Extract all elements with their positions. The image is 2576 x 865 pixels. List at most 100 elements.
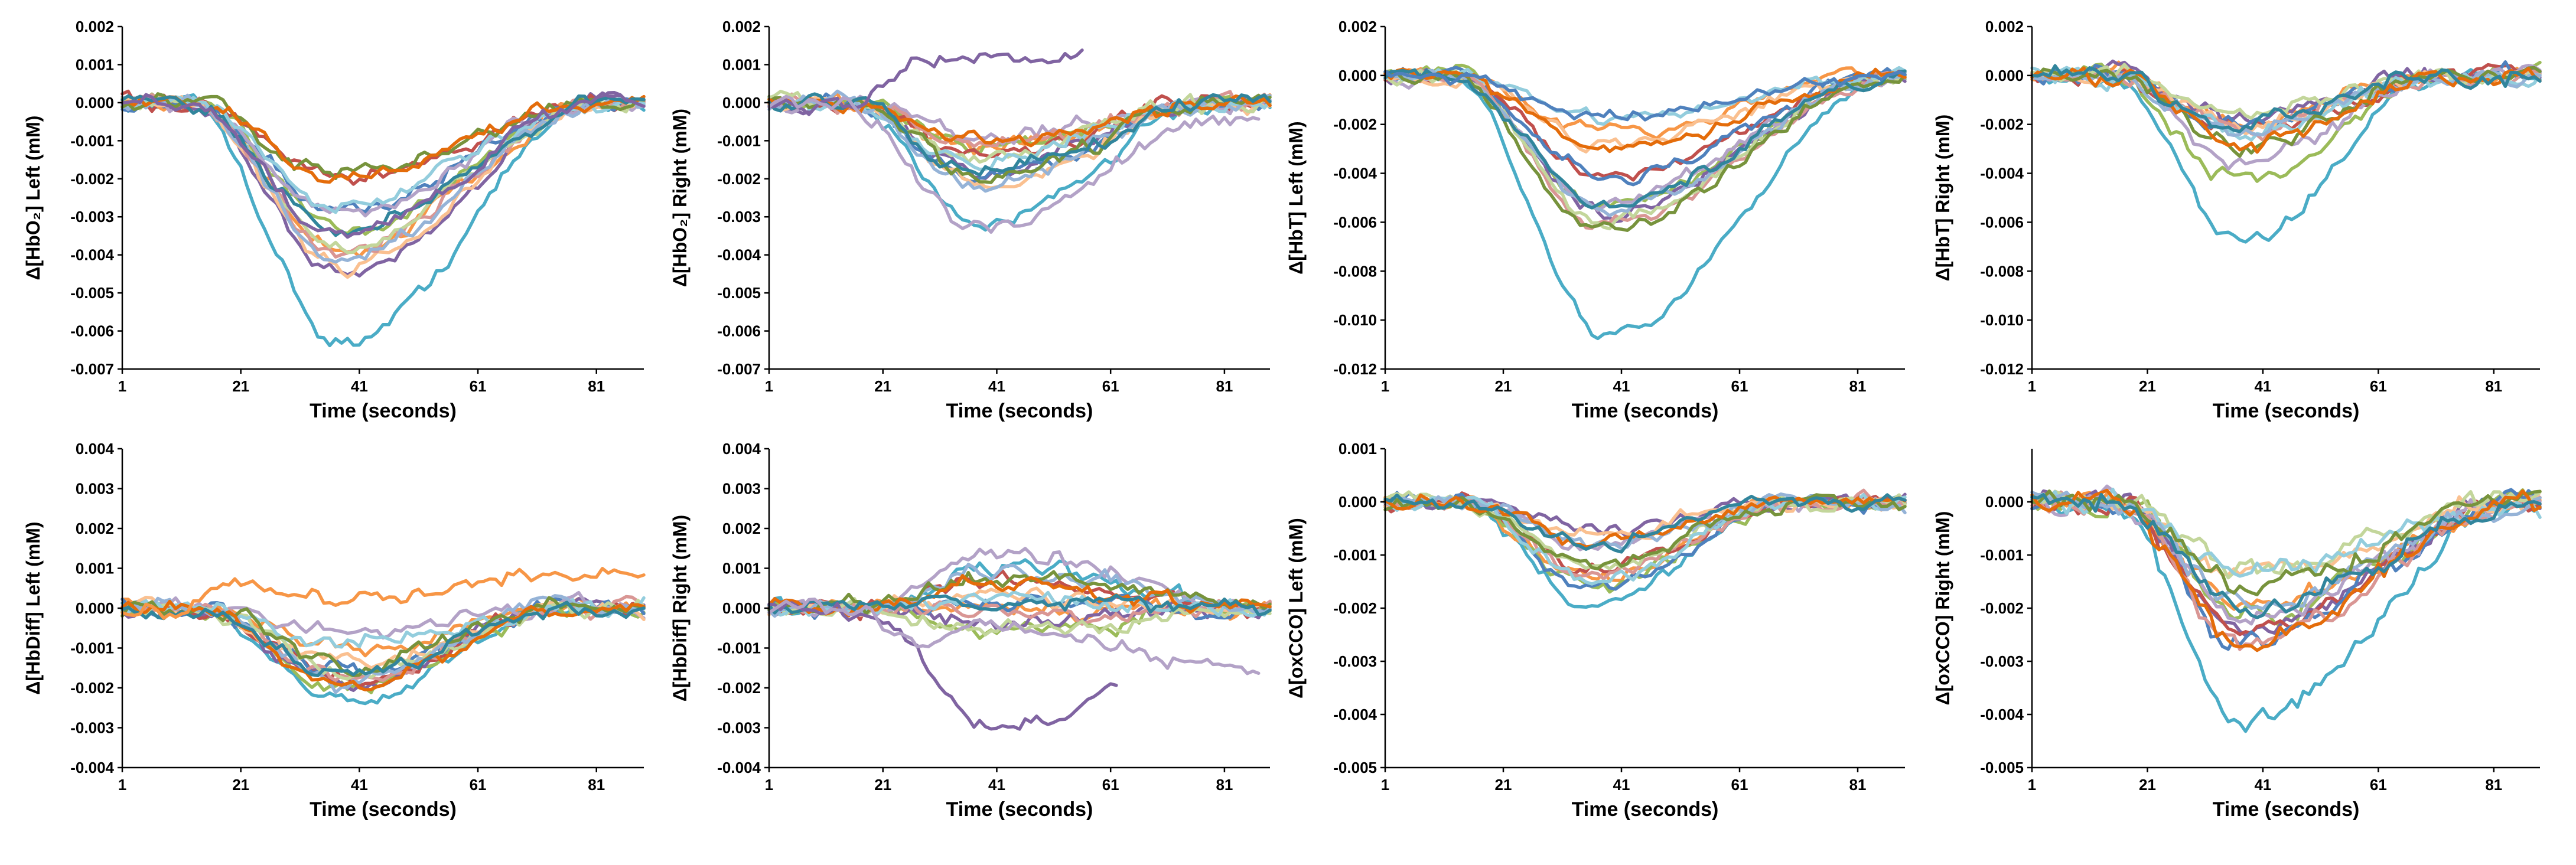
y-tick-label: 0.000 [76,599,114,617]
series-line [2030,491,2542,611]
y-tick-label: 0.000 [722,599,761,617]
x-tick-label: 21 [874,377,891,395]
x-tick-label: 61 [470,377,487,395]
series-group [767,48,1272,234]
x-axis-label: Time (seconds) [310,798,457,821]
x-tick-label: 81 [588,776,605,794]
y-tick-label: -0.006 [70,322,114,340]
y-tick-label: -0.004 [717,759,761,776]
x-tick-label: 21 [2139,776,2156,794]
y-tick-label: 0.002 [76,520,114,537]
series-group [1383,63,1907,341]
x-tick-label: 81 [1849,776,1867,794]
x-axis-label: Time (seconds) [946,798,1093,821]
y-tick-label: -0.001 [717,132,761,149]
x-tick-label: 61 [1102,377,1119,395]
x-tick-label: 41 [351,776,368,794]
series-line [1383,68,1907,210]
x-tick-label: 61 [1731,776,1748,794]
y-tick-label: -0.001 [70,132,114,149]
y-tick-label: -0.002 [70,679,114,697]
x-tick-label: 41 [2254,377,2271,395]
x-axis-label: Time (seconds) [310,400,457,422]
series-line [1383,493,1907,554]
y-tick-label: -0.003 [717,719,761,737]
y-tick-label: -0.002 [717,170,761,188]
y-tick-label: -0.004 [1333,165,1377,182]
series-line [1383,66,1907,126]
x-axis-label: Time (seconds) [1572,400,1719,422]
y-tick-label: -0.004 [717,246,761,264]
y-tick-label: 0.002 [1339,18,1377,35]
series-group [121,567,646,706]
series-line [121,93,646,348]
y-tick-label: -0.001 [1333,546,1377,564]
x-tick-label: 81 [1216,776,1233,794]
y-tick-label: 0.002 [76,18,114,35]
series-group [121,89,646,348]
series-line [1383,66,1907,187]
x-tick-label: 61 [1102,776,1119,794]
x-tick-label: 1 [118,776,126,794]
series-group [2030,59,2542,244]
x-tick-label: 21 [232,377,249,395]
y-axis-label: Δ[HbO₂] Left (mM) [22,116,44,280]
series-line-highlight [767,598,1261,675]
x-tick-label: 81 [588,377,605,395]
x-tick-label: 1 [1381,776,1389,794]
series-line-highlight [121,91,646,239]
x-tick-label: 61 [470,776,487,794]
series-line-highlight [767,48,1084,116]
y-tick-label: -0.010 [1333,311,1377,329]
series-line [121,97,646,214]
y-tick-label: 0.001 [722,560,761,577]
x-tick-label: 21 [1495,377,1512,395]
y-tick-label: -0.006 [717,322,761,340]
y-tick-label: 0.003 [76,480,114,498]
y-tick-label: 0.000 [1985,493,2024,511]
y-tick-label: -0.004 [70,759,114,776]
series-line [767,92,1272,177]
y-tick-label: -0.002 [1980,116,2024,133]
series-line-highlight [1383,70,1907,122]
x-axis-label: Time (seconds) [2213,400,2360,422]
y-tick-label: -0.005 [1980,759,2024,776]
y-tick-label: -0.006 [1980,213,2024,231]
y-tick-label: 0.001 [722,56,761,73]
y-tick-label: -0.008 [1980,262,2024,280]
y-tick-label: 0.000 [722,94,761,112]
series-line [767,89,1272,193]
x-tick-label: 61 [1731,377,1748,395]
y-tick-label: -0.003 [70,719,114,737]
x-axis-label: Time (seconds) [2213,798,2360,821]
x-axis-label: Time (seconds) [946,400,1093,422]
y-tick-label: -0.001 [717,639,761,657]
chart-panel-6: 0.004 0.003 0.002 0.001 0.000 -0.001 -0.002 -0.… [669,440,1272,821]
x-tick-label: 41 [2254,776,2271,794]
y-tick-label: -0.002 [70,170,114,188]
y-axis-label: Δ[HbDiff] Left (mM) [22,521,44,694]
y-tick-label: -0.012 [1980,360,2024,378]
y-tick-label: 0.001 [76,56,114,73]
x-tick-label: 41 [1613,377,1630,395]
series-line [767,570,1272,616]
y-tick-label: -0.007 [717,360,761,378]
y-tick-label: 0.000 [1339,493,1377,511]
y-tick-label: -0.007 [70,360,114,378]
y-tick-label: -0.012 [1333,360,1377,378]
y-tick-label: -0.003 [717,208,761,226]
y-tick-label: 0.003 [722,480,761,498]
series-line [2030,488,2542,652]
x-tick-label: 81 [1216,377,1233,395]
y-tick-label: -0.002 [1333,116,1377,133]
x-tick-label: 1 [1381,377,1389,395]
series-line [1383,493,1907,570]
chart-panel-2: 0.002 0.001 0.000 -0.001 -0.002 -0.003 -0.004 -… [669,18,1272,422]
x-tick-label: 41 [988,377,1005,395]
y-tick-label: -0.005 [70,284,114,302]
series-group [767,547,1272,731]
y-axis-label: Δ[oxCCO] Right (mM) [1932,511,1953,706]
y-tick-label: -0.002 [717,679,761,697]
x-tick-label: 21 [1495,776,1512,794]
